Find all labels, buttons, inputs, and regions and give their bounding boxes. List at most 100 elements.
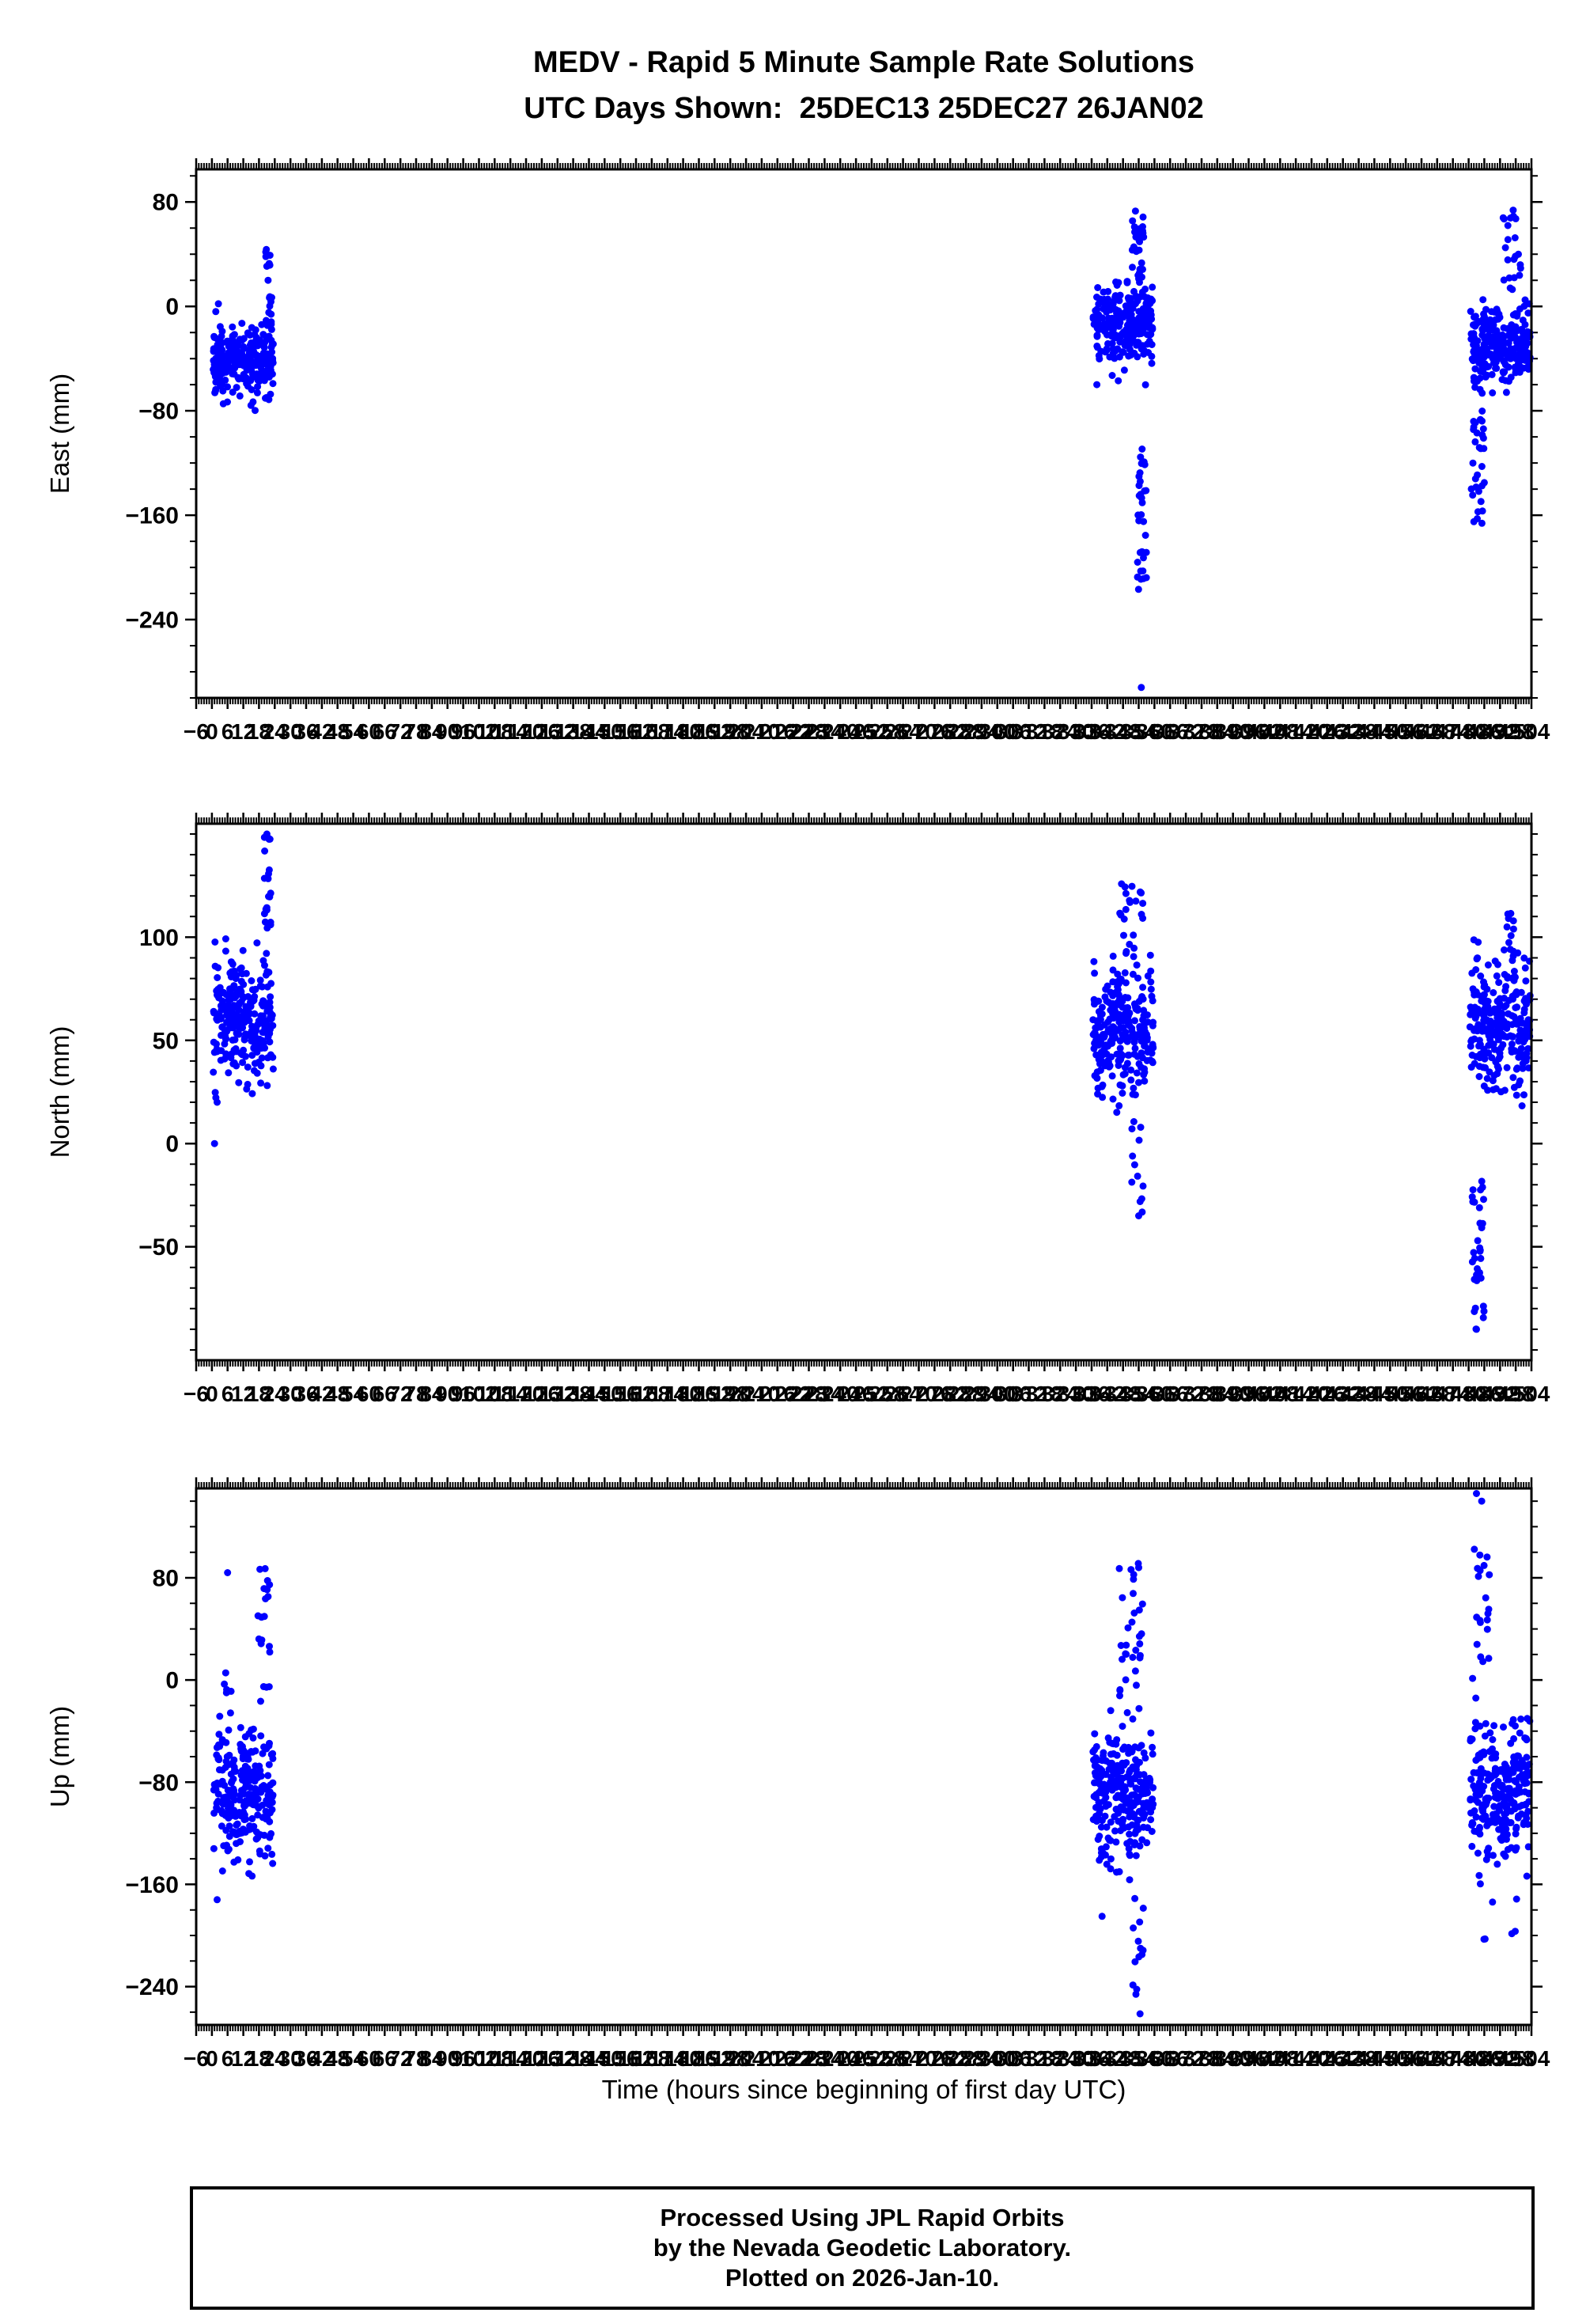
svg-text:486: 486: [1466, 2046, 1503, 2071]
svg-text:150: 150: [586, 2046, 623, 2071]
svg-text:414: 414: [1278, 2046, 1315, 2071]
svg-text:0: 0: [165, 294, 179, 320]
svg-text:198: 198: [712, 1382, 749, 1406]
svg-text:300: 300: [979, 2046, 1016, 2071]
svg-text:378: 378: [1183, 2046, 1221, 2071]
svg-text:258: 258: [869, 1382, 906, 1406]
svg-text:354: 354: [1120, 719, 1157, 744]
svg-text:258: 258: [869, 719, 906, 744]
svg-text:294: 294: [963, 2046, 1001, 2071]
y-axis-label-north: North (mm): [45, 1026, 74, 1158]
svg-text:354: 354: [1120, 1382, 1157, 1406]
svg-text:12: 12: [231, 719, 256, 744]
svg-text:264: 264: [884, 1382, 922, 1406]
svg-text:228: 228: [790, 1382, 827, 1406]
svg-text:168: 168: [634, 719, 671, 744]
svg-text:12: 12: [231, 2046, 256, 2071]
svg-text:246: 246: [838, 2046, 875, 2071]
svg-text:330: 330: [1058, 1382, 1095, 1406]
svg-text:276: 276: [916, 2046, 953, 2071]
svg-text:270: 270: [900, 2046, 937, 2071]
svg-text:156: 156: [602, 2046, 639, 2071]
svg-text:174: 174: [649, 1382, 686, 1406]
chart-title-line2: UTC Days Shown: 25DEC13 25DEC27 26JAN02: [524, 92, 1204, 125]
svg-text:18: 18: [247, 2046, 271, 2071]
svg-text:318: 318: [1026, 2046, 1063, 2071]
svg-text:156: 156: [602, 1382, 639, 1406]
svg-text:492: 492: [1482, 719, 1519, 744]
svg-text:114: 114: [493, 2046, 529, 2071]
svg-text:348: 348: [1104, 719, 1141, 744]
svg-text:204: 204: [728, 2046, 765, 2071]
svg-text:468: 468: [1418, 2046, 1456, 2071]
svg-text:24: 24: [263, 2046, 288, 2071]
svg-text:270: 270: [900, 1382, 937, 1406]
svg-text:84: 84: [419, 1382, 445, 1406]
svg-text:504: 504: [1513, 2046, 1550, 2071]
svg-text:80: 80: [153, 190, 179, 216]
svg-text:330: 330: [1058, 719, 1095, 744]
svg-text:50: 50: [153, 1028, 179, 1054]
svg-text:264: 264: [884, 719, 922, 744]
svg-text:180: 180: [664, 719, 702, 744]
svg-text:462: 462: [1403, 2046, 1440, 2071]
svg-text:504: 504: [1513, 1382, 1550, 1406]
svg-text:174: 174: [649, 2046, 686, 2071]
svg-text:108: 108: [476, 2046, 513, 2071]
svg-text:408: 408: [1262, 719, 1299, 744]
svg-text:90: 90: [435, 2046, 460, 2071]
svg-text:78: 78: [403, 2046, 428, 2071]
svg-text:102: 102: [460, 2046, 498, 2071]
svg-text:−160: −160: [125, 503, 179, 529]
svg-text:210: 210: [744, 2046, 781, 2071]
svg-text:432: 432: [1324, 1382, 1361, 1406]
svg-text:240: 240: [822, 2046, 859, 2071]
svg-text:444: 444: [1356, 1382, 1393, 1406]
svg-text:498: 498: [1497, 2046, 1535, 2071]
svg-text:−160: −160: [125, 1872, 179, 1898]
svg-text:408: 408: [1262, 1382, 1299, 1406]
svg-text:408: 408: [1262, 2046, 1299, 2071]
svg-text:138: 138: [555, 1382, 592, 1406]
svg-text:162: 162: [618, 2046, 655, 2071]
svg-text:324: 324: [1042, 1382, 1079, 1406]
svg-text:498: 498: [1497, 719, 1535, 744]
svg-text:54: 54: [341, 2046, 366, 2071]
svg-text:426: 426: [1308, 719, 1346, 744]
svg-text:492: 492: [1482, 2046, 1519, 2071]
svg-text:252: 252: [854, 2046, 891, 2071]
svg-text:6: 6: [221, 719, 234, 744]
svg-text:24: 24: [263, 719, 288, 744]
svg-text:276: 276: [916, 1382, 953, 1406]
svg-text:426: 426: [1308, 1382, 1346, 1406]
svg-text:450: 450: [1372, 2046, 1409, 2071]
svg-text:144: 144: [570, 1382, 608, 1406]
svg-text:276: 276: [916, 719, 953, 744]
svg-text:462: 462: [1403, 719, 1440, 744]
panel-east: 800−80−160−240−60 61218243036424854606672…: [125, 158, 1550, 744]
svg-text:168: 168: [634, 2046, 671, 2071]
svg-text:66: 66: [373, 719, 397, 744]
svg-text:42: 42: [309, 1382, 334, 1406]
svg-text:264: 264: [884, 2046, 922, 2071]
svg-text:300: 300: [979, 1382, 1016, 1406]
svg-text:174: 174: [649, 719, 686, 744]
svg-text:348: 348: [1104, 1382, 1141, 1406]
svg-text:42: 42: [309, 2046, 334, 2071]
svg-text:234: 234: [806, 1382, 843, 1406]
svg-text:294: 294: [963, 1382, 1001, 1406]
svg-text:234: 234: [806, 2046, 843, 2071]
svg-text:282: 282: [932, 2046, 969, 2071]
y-axis-label-up: Up (mm): [45, 1705, 74, 1808]
svg-text:6: 6: [221, 1382, 234, 1406]
svg-text:30: 30: [278, 719, 303, 744]
svg-text:288: 288: [948, 2046, 985, 2071]
svg-text:288: 288: [948, 719, 985, 744]
svg-text:300: 300: [979, 719, 1016, 744]
svg-text:462: 462: [1403, 1382, 1440, 1406]
svg-text:198: 198: [712, 719, 749, 744]
svg-text:342: 342: [1088, 1382, 1126, 1406]
svg-text:366: 366: [1152, 2046, 1189, 2071]
svg-text:438: 438: [1340, 1382, 1377, 1406]
